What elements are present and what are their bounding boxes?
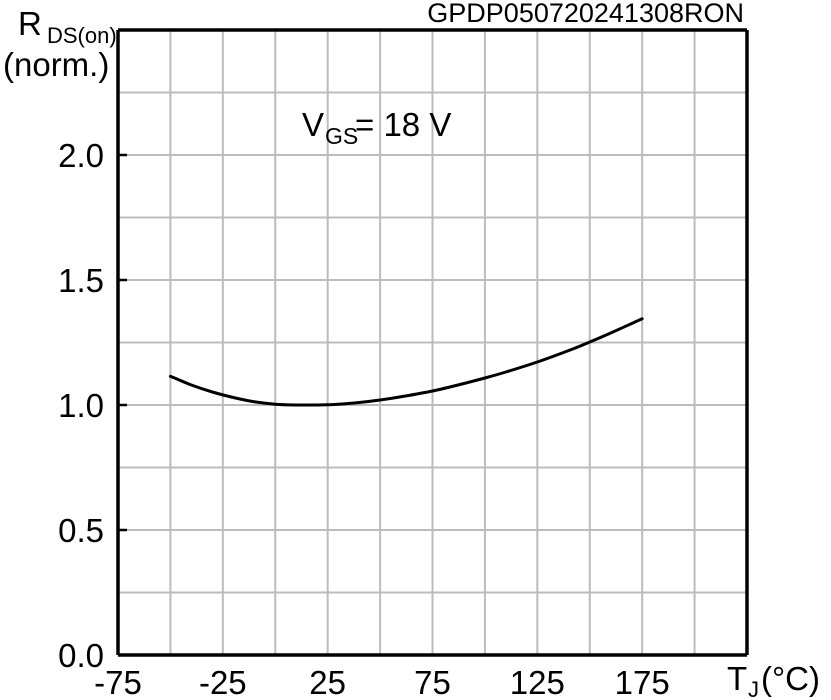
x-axis-tick-labels: -75 -25 25 75 125 175: [94, 664, 670, 700]
x-axis-title-subscript: J: [748, 677, 759, 700]
y-tick-label: 2.0: [58, 137, 104, 174]
x-axis-title: T J (°C): [727, 660, 820, 700]
y-axis-tick-labels: 0.0 0.5 1.0 1.5 2.0: [58, 137, 127, 674]
y-tick-label: 1.0: [58, 387, 104, 424]
watermark-label: GPDP050720241308RON: [427, 0, 744, 28]
x-axis-title-unit: (°C): [761, 660, 820, 697]
x-tick-label: 25: [309, 664, 346, 700]
annotation-value: = 18 V: [355, 106, 451, 143]
x-tick-label: 75: [414, 664, 451, 700]
y-axis-title-second-line: (norm.): [3, 46, 109, 83]
x-tick-label: 175: [615, 664, 670, 700]
y-tick-label: 0.5: [58, 512, 104, 549]
annotation-symbol-subscript: GS: [325, 123, 358, 149]
data-series-group: [168, 317, 644, 407]
x-tick-label: -75: [94, 664, 142, 700]
x-tick-label: -25: [199, 664, 247, 700]
x-axis-title-main: T: [727, 660, 747, 697]
x-tick-label: 125: [510, 664, 565, 700]
y-axis-title-subscript: DS(on): [47, 23, 117, 48]
y-axis-title-main: R: [18, 5, 42, 42]
series-line: [168, 317, 644, 407]
annotation-symbol: V: [302, 106, 324, 143]
annotation-vgs: V GS = 18 V: [302, 106, 451, 149]
plot-frame: [116, 28, 749, 657]
y-tick-label: 0.0: [58, 637, 104, 674]
y-tick-label: 1.5: [58, 262, 104, 299]
grid-horizontal-lines: [118, 91, 747, 594]
y-axis-title: R DS(on) (norm.): [3, 5, 117, 83]
